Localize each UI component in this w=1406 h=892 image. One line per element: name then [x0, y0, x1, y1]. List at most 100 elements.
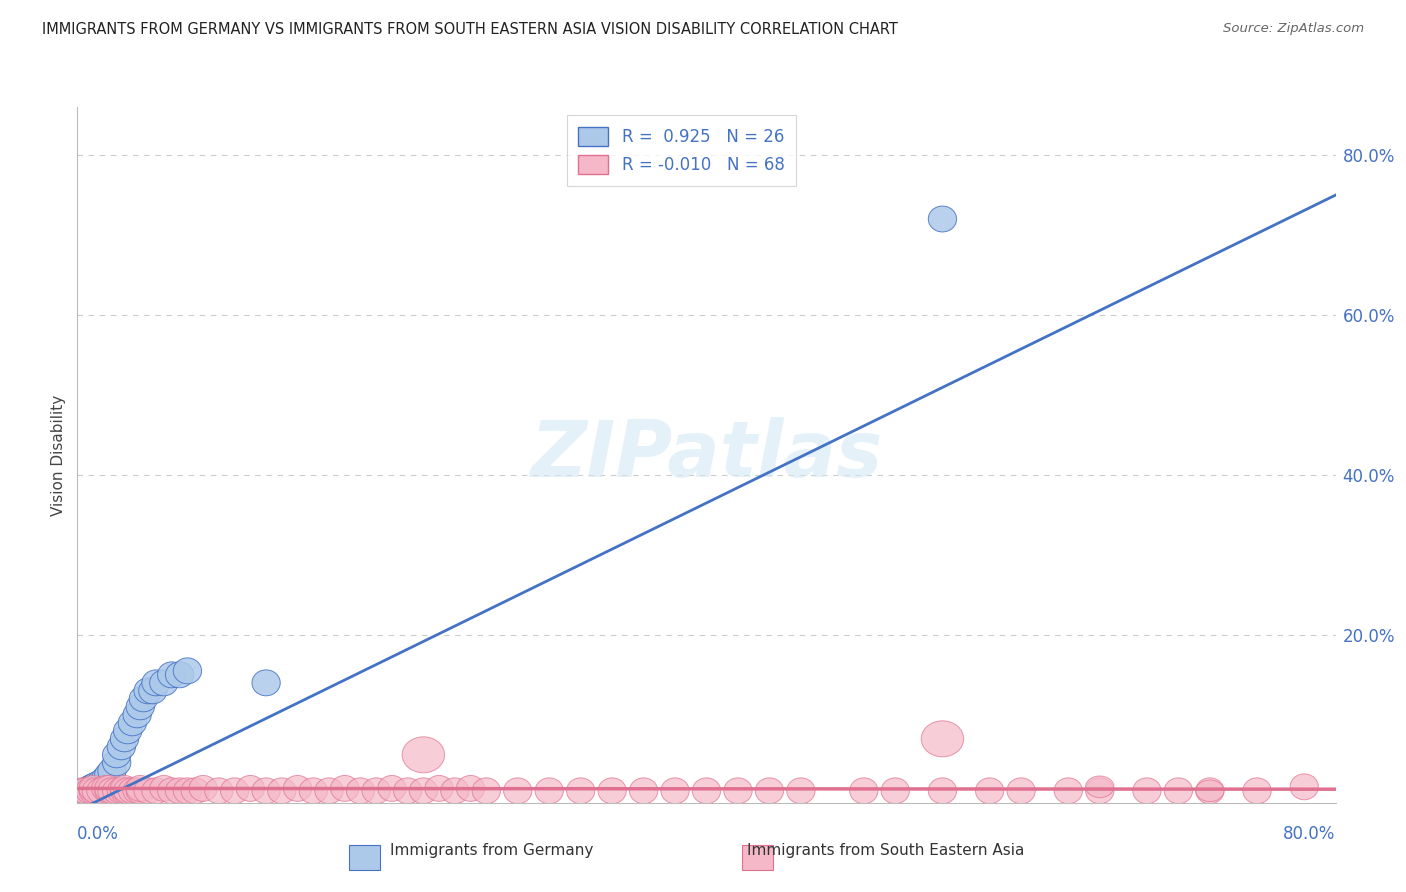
Ellipse shape [440, 778, 470, 804]
Ellipse shape [394, 778, 422, 804]
Ellipse shape [118, 778, 146, 804]
Ellipse shape [76, 775, 104, 801]
Ellipse shape [181, 778, 209, 804]
Ellipse shape [110, 778, 139, 804]
Ellipse shape [87, 770, 115, 796]
Ellipse shape [157, 662, 186, 688]
Ellipse shape [188, 775, 218, 801]
Ellipse shape [1195, 780, 1225, 802]
Ellipse shape [114, 718, 142, 744]
Text: Source: ZipAtlas.com: Source: ZipAtlas.com [1223, 22, 1364, 36]
Ellipse shape [107, 734, 135, 760]
Ellipse shape [330, 775, 359, 801]
Ellipse shape [98, 758, 127, 784]
Ellipse shape [299, 778, 328, 804]
Text: Immigrants from Germany: Immigrants from Germany [391, 843, 593, 858]
Ellipse shape [402, 737, 444, 772]
Ellipse shape [122, 778, 152, 804]
FancyBboxPatch shape [742, 845, 773, 870]
Ellipse shape [315, 778, 343, 804]
Legend: R =  0.925   N = 26, R = -0.010   N = 68: R = 0.925 N = 26, R = -0.010 N = 68 [567, 115, 796, 186]
Text: IMMIGRANTS FROM GERMANY VS IMMIGRANTS FROM SOUTH EASTERN ASIA VISION DISABILITY : IMMIGRANTS FROM GERMANY VS IMMIGRANTS FR… [42, 22, 898, 37]
Ellipse shape [976, 778, 1004, 804]
Ellipse shape [409, 778, 437, 804]
Ellipse shape [425, 775, 453, 801]
Ellipse shape [252, 778, 280, 804]
Ellipse shape [1243, 778, 1271, 804]
Ellipse shape [1164, 778, 1192, 804]
Ellipse shape [221, 778, 249, 804]
Ellipse shape [107, 778, 135, 804]
Text: Immigrants from South Eastern Asia: Immigrants from South Eastern Asia [747, 843, 1025, 858]
Ellipse shape [1133, 778, 1161, 804]
Ellipse shape [91, 766, 120, 792]
Ellipse shape [91, 775, 120, 801]
Ellipse shape [1007, 778, 1035, 804]
Ellipse shape [127, 778, 155, 804]
Ellipse shape [114, 778, 142, 804]
Y-axis label: Vision Disability: Vision Disability [51, 394, 66, 516]
Ellipse shape [94, 762, 122, 788]
Ellipse shape [378, 775, 406, 801]
Ellipse shape [79, 774, 107, 800]
Ellipse shape [205, 778, 233, 804]
Ellipse shape [1085, 776, 1114, 797]
Ellipse shape [849, 778, 877, 804]
Ellipse shape [103, 750, 131, 776]
Ellipse shape [103, 742, 131, 768]
Text: ZIPatlas: ZIPatlas [530, 417, 883, 493]
Ellipse shape [692, 778, 721, 804]
Ellipse shape [166, 662, 194, 688]
Ellipse shape [87, 778, 115, 804]
Ellipse shape [94, 778, 122, 804]
Ellipse shape [79, 778, 107, 804]
Ellipse shape [787, 778, 815, 804]
Ellipse shape [98, 778, 127, 804]
Ellipse shape [755, 778, 783, 804]
Ellipse shape [72, 778, 100, 804]
Ellipse shape [630, 778, 658, 804]
Ellipse shape [103, 778, 131, 804]
Ellipse shape [921, 721, 963, 756]
Ellipse shape [94, 775, 122, 801]
Ellipse shape [1291, 774, 1319, 800]
Text: 80.0%: 80.0% [1284, 825, 1336, 843]
Ellipse shape [82, 772, 110, 798]
Ellipse shape [1054, 778, 1083, 804]
Ellipse shape [118, 710, 146, 736]
Ellipse shape [72, 778, 100, 804]
Ellipse shape [1085, 778, 1114, 804]
Ellipse shape [149, 775, 179, 801]
Ellipse shape [536, 778, 564, 804]
Ellipse shape [110, 775, 139, 801]
Ellipse shape [79, 775, 107, 801]
Ellipse shape [166, 778, 194, 804]
Ellipse shape [76, 778, 104, 804]
Ellipse shape [882, 778, 910, 804]
Ellipse shape [82, 778, 110, 804]
Ellipse shape [661, 778, 689, 804]
Ellipse shape [127, 775, 155, 801]
Ellipse shape [236, 775, 264, 801]
Text: 0.0%: 0.0% [77, 825, 120, 843]
Ellipse shape [142, 670, 170, 696]
Ellipse shape [346, 778, 374, 804]
Ellipse shape [110, 726, 139, 752]
Ellipse shape [67, 778, 96, 804]
Ellipse shape [157, 778, 186, 804]
Ellipse shape [724, 778, 752, 804]
Ellipse shape [928, 778, 956, 804]
Ellipse shape [173, 778, 201, 804]
Ellipse shape [142, 778, 170, 804]
Ellipse shape [503, 778, 531, 804]
Ellipse shape [173, 658, 201, 684]
Ellipse shape [139, 678, 167, 704]
Ellipse shape [1195, 778, 1225, 804]
FancyBboxPatch shape [349, 845, 380, 870]
Ellipse shape [122, 702, 152, 728]
Ellipse shape [134, 778, 162, 804]
Ellipse shape [252, 670, 280, 696]
Ellipse shape [567, 778, 595, 804]
Ellipse shape [149, 670, 179, 696]
Ellipse shape [457, 775, 485, 801]
